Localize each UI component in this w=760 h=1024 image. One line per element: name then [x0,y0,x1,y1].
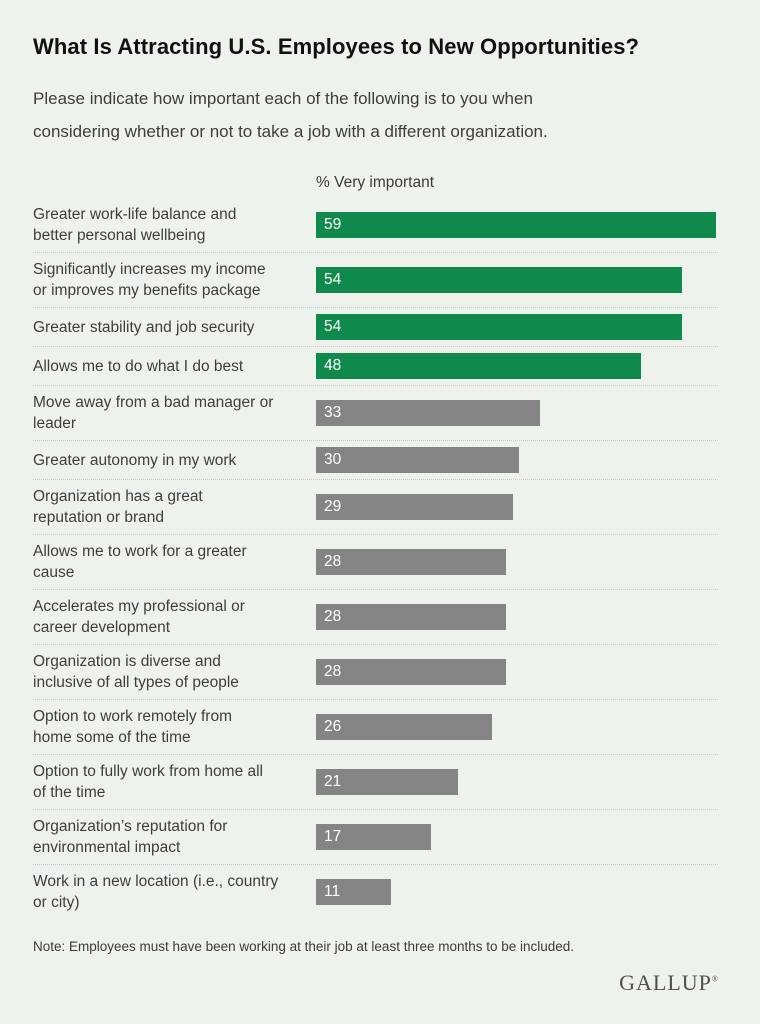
bar-chart: Greater work-life balance and better per… [33,198,718,919]
bar-value-label: 54 [324,271,342,288]
bar-highlighted: 59 [316,212,716,238]
bar-default: 11 [316,879,391,905]
bar-value-label: 28 [324,553,342,570]
bar-value-label: 21 [324,773,342,790]
chart-subtitle: Please indicate how important each of th… [33,89,548,141]
bar-track: 11 [316,879,718,905]
bar-value-label: 33 [324,404,342,421]
bar-default: 29 [316,494,513,520]
bar-highlighted: 54 [316,267,683,293]
bar-value-label: 30 [324,451,342,468]
bar-value-label: 26 [324,718,342,735]
bar-value-label: 28 [324,663,342,680]
bar-default: 33 [316,400,540,426]
chart-row: Greater stability and job security 54 [33,308,718,347]
bar-default: 28 [316,549,506,575]
category-label: Significantly increases my income or imp… [33,261,266,299]
category-label: Move away from a bad manager or leader [33,394,274,432]
category-label: Greater stability and job security [33,318,255,336]
bar-default: 28 [316,659,506,685]
category-label: Organization’s reputation for environmen… [33,818,228,856]
category-label: Greater autonomy in my work [33,451,237,469]
category-label: Allows me to do what I do best [33,357,244,375]
chart-row: Greater work-life balance and better per… [33,198,718,253]
bar-default: 17 [316,824,432,850]
bar-highlighted: 48 [316,353,642,379]
value-axis-header: % Very important [316,174,435,191]
chart-row: Organization is diverse and inclusive of… [33,645,718,700]
bar-value-label: 11 [324,883,341,900]
bar-track: 21 [316,769,718,795]
registered-trademark-icon: ® [711,974,718,984]
bar-default: 26 [316,714,493,740]
gallup-wordmark: GALLUP [619,970,712,995]
chart-row: Accelerates my professional or career de… [33,590,718,645]
bar-value-label: 28 [324,608,342,625]
category-label: Allows me to work for a greater cause [33,543,247,581]
bar-track: 26 [316,714,718,740]
page-title: What Is Attracting U.S. Employees to New… [33,34,640,59]
category-label: Option to work remotely from home some o… [33,708,232,746]
bar-default: 30 [316,447,520,473]
bar-track: 54 [316,267,718,293]
bar-track: 48 [316,353,718,379]
chart-row: Allows me to work for a greater cause 28 [33,535,718,590]
chart-row: Move away from a bad manager or leader 33 [33,386,718,441]
bar-track: 28 [316,604,718,630]
footnote: Note: Employees must have been working a… [33,939,575,954]
category-label: Accelerates my professional or career de… [33,598,245,636]
chart-row: Organization’s reputation for environmen… [33,810,718,865]
bar-track: 17 [316,824,718,850]
bar-value-label: 48 [324,357,342,374]
bar-track: 54 [316,314,718,340]
category-label: Work in a new location (i.e., country or… [33,873,279,911]
bar-highlighted: 54 [316,314,683,340]
bar-track: 30 [316,447,718,473]
chart-row: Work in a new location (i.e., country or… [33,865,718,919]
category-label: Organization is diverse and inclusive of… [33,653,239,691]
chart-row: Allows me to do what I do best 48 [33,347,718,386]
category-label: Option to fully work from home all of th… [33,763,264,801]
bar-track: 33 [316,400,718,426]
bar-track: 28 [316,549,718,575]
bar-track: 28 [316,659,718,685]
category-label: Greater work-life balance and better per… [33,206,237,244]
chart-row: Significantly increases my income or imp… [33,253,718,308]
bar-track: 59 [316,212,718,238]
chart-row: Greater autonomy in my work 30 [33,441,718,480]
bar-value-label: 59 [324,216,342,233]
bar-track: 29 [316,494,718,520]
bar-value-label: 29 [324,498,342,515]
category-label: Organization has a great reputation or b… [33,488,203,526]
chart-row: Option to fully work from home all of th… [33,755,718,810]
chart-row: Option to work remotely from home some o… [33,700,718,755]
bar-default: 28 [316,604,506,630]
bar-default: 21 [316,769,459,795]
bar-value-label: 54 [324,318,342,335]
chart-row: Organization has a great reputation or b… [33,480,718,535]
bar-value-label: 17 [324,828,342,845]
gallup-logo: GALLUP® [33,970,718,996]
